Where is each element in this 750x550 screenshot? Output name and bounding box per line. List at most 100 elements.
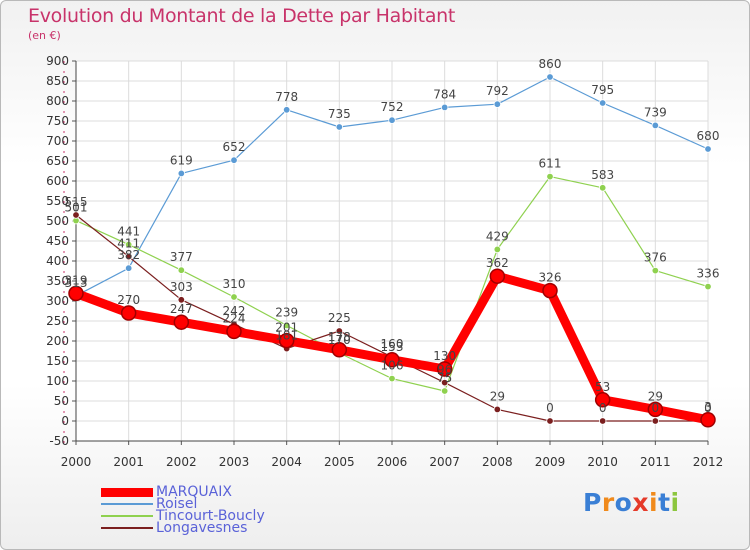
logo-letter: i [670, 488, 680, 517]
data-label: 178 [328, 330, 351, 344]
data-label: 130 [433, 349, 456, 363]
data-label: 860 [539, 57, 562, 71]
logo-letter: o [614, 488, 633, 517]
data-label: 326 [539, 271, 562, 285]
data-label: 96 [437, 363, 452, 377]
data-point [598, 184, 607, 192]
data-label: 784 [433, 87, 456, 101]
logo-letter: i [649, 488, 659, 517]
logo-letter: P [583, 488, 602, 517]
data-label: 611 [539, 157, 562, 171]
data-label: 752 [381, 100, 404, 114]
data-point [177, 266, 186, 274]
legend-swatch [101, 503, 153, 505]
x-tick-label: 2001 [113, 455, 144, 469]
data-label: 429 [486, 229, 509, 243]
data-label: 53 [595, 380, 610, 394]
data-point [493, 405, 502, 414]
data-label: 242 [223, 304, 246, 318]
y-tick-label: 250 [46, 314, 69, 328]
data-point [647, 401, 664, 418]
y-tick-label: 300 [46, 294, 69, 308]
x-tick-label: 2011 [640, 455, 671, 469]
data-point [598, 417, 607, 425]
data-label: 0 [546, 401, 554, 415]
data-point [120, 305, 137, 321]
y-tick-label: 900 [46, 54, 69, 68]
data-label: 181 [275, 329, 298, 343]
data-label: 319 [65, 273, 88, 287]
data-label: 3 [704, 400, 712, 414]
x-tick-label: 2008 [482, 455, 513, 469]
data-point [598, 99, 607, 107]
data-label: 411 [117, 237, 140, 251]
chart-subtitle: (en €) [28, 29, 61, 42]
data-point [177, 296, 186, 304]
data-label: 225 [328, 311, 351, 325]
y-tick-label: 50 [54, 394, 69, 408]
data-label: 310 [223, 277, 246, 291]
data-point [700, 412, 716, 428]
data-label: 201 [275, 321, 298, 335]
legend-swatch [101, 527, 153, 529]
data-point [335, 327, 344, 335]
data-point [388, 116, 396, 124]
data-point [542, 282, 558, 299]
data-label: 270 [117, 293, 140, 307]
data-label: 376 [644, 251, 667, 265]
data-label: 652 [223, 140, 246, 154]
data-label: 29 [648, 389, 663, 403]
data-label: 680 [697, 129, 720, 143]
data-point [282, 321, 291, 330]
data-point [651, 266, 660, 275]
proxiti-logo: Proxiti [583, 488, 680, 517]
data-label: 313 [65, 276, 88, 290]
data-label: 377 [170, 250, 193, 264]
data-point [546, 73, 554, 81]
logo-letter: r [601, 488, 615, 517]
data-point [282, 106, 291, 114]
data-label: 29 [490, 389, 505, 403]
x-tick-label: 2003 [219, 455, 250, 469]
data-label: 515 [65, 195, 88, 209]
data-label: 247 [170, 302, 193, 316]
data-point [230, 293, 238, 301]
data-label: 160 [381, 337, 404, 351]
data-point [72, 211, 80, 219]
legend-swatch [101, 515, 153, 517]
data-point [594, 392, 611, 408]
data-label: 382 [117, 248, 140, 262]
data-point [331, 342, 348, 358]
data-point [388, 374, 396, 383]
legend-swatch [101, 487, 153, 497]
y-tick-label: -50 [49, 434, 69, 448]
y-tick-label: 650 [46, 154, 69, 168]
data-label: 735 [328, 107, 351, 121]
y-tick-label: 600 [46, 174, 69, 188]
data-point [651, 121, 660, 130]
data-label: 239 [275, 305, 298, 319]
data-point [704, 145, 712, 153]
logo-letter: t [658, 488, 671, 517]
data-point [335, 123, 344, 131]
y-tick-label: 100 [46, 374, 69, 388]
data-point [436, 361, 453, 377]
y-tick-label: 700 [46, 134, 69, 148]
y-tick-label: 850 [46, 74, 69, 88]
y-tick-label: 200 [46, 334, 69, 348]
data-point [68, 285, 84, 302]
data-point [173, 314, 190, 330]
x-tick-label: 2010 [587, 455, 618, 469]
data-point [546, 172, 554, 181]
y-tick-label: 550 [46, 194, 69, 208]
data-point [226, 323, 242, 340]
legend-label: Roisel [156, 496, 198, 512]
data-point [278, 332, 295, 349]
data-label: 778 [275, 90, 298, 104]
x-tick-label: 2006 [377, 455, 408, 469]
data-point [493, 245, 502, 254]
data-label: 362 [486, 256, 509, 270]
data-label: 303 [170, 280, 193, 294]
x-tick-label: 2009 [535, 455, 566, 469]
data-label: 0 [704, 401, 712, 415]
